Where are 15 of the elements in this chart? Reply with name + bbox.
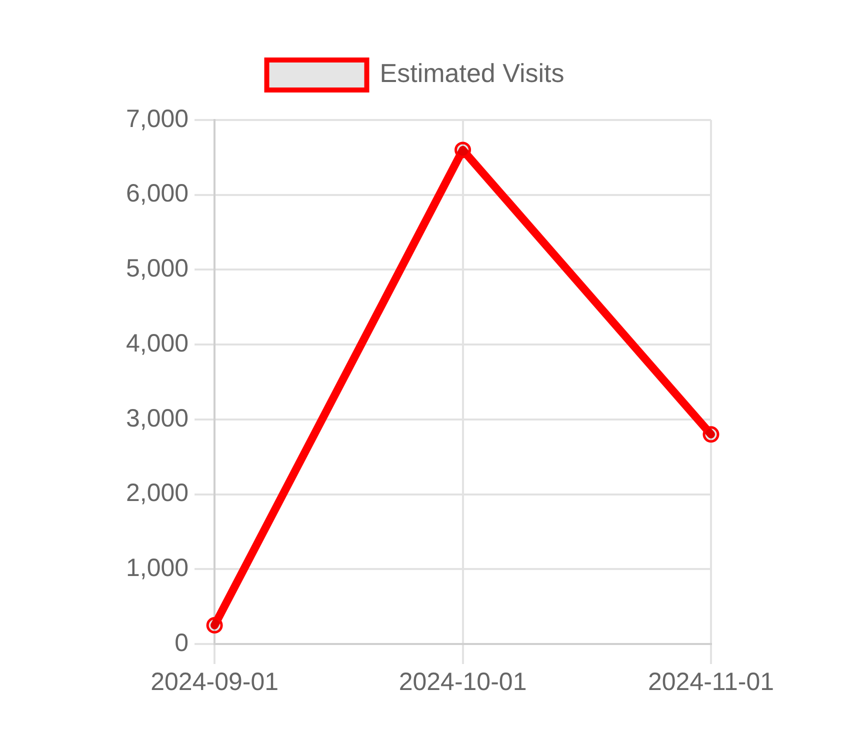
point [206,617,223,634]
y-tick-label: 2,000 [126,479,189,508]
y-tick-label: 5,000 [126,254,189,283]
x-tick-label: 2024-11-01 [648,668,774,696]
point [702,426,720,443]
point [454,142,472,158]
y-tick-label: 7,000 [126,104,189,133]
y-tick-label: 6,000 [126,180,189,208]
y-tick-label: 3,000 [126,404,189,432]
y-tick-label: 4,000 [126,329,189,358]
x-tick-label: 2024-09-01 [150,668,279,696]
y-tick-label: 1,000 [126,554,189,582]
x-tick-label: 2024-10-01 [398,668,527,696]
legend-label: Estimated Visits [380,58,564,88]
y-tick-label: 0 [174,628,189,657]
